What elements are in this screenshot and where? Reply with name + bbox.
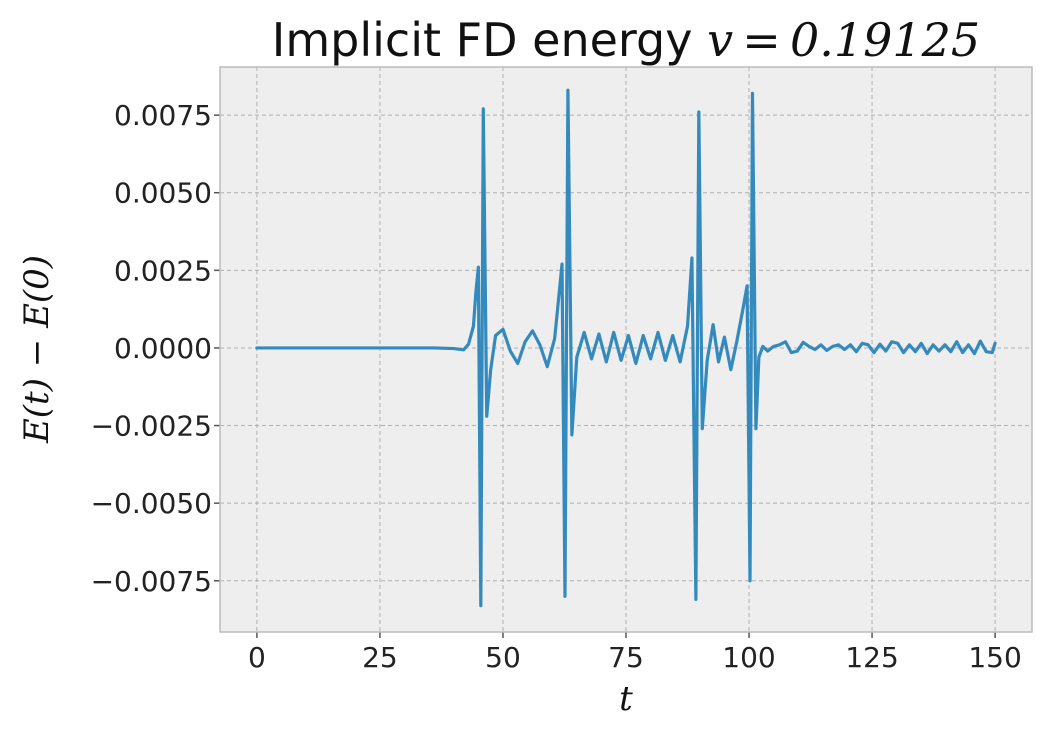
y-tick-label: −0.0050 — [91, 487, 212, 520]
x-axis-label: t — [619, 679, 633, 719]
y-tick-label: 0.0075 — [114, 99, 212, 132]
plot-frame — [219, 66, 1033, 633]
x-tick-label: 25 — [362, 641, 398, 674]
y-tick-label: 0.0025 — [114, 254, 212, 287]
y-tick-label: 0.0050 — [114, 177, 212, 210]
y-tick-label: −0.0075 — [91, 565, 212, 598]
x-tick-label: 75 — [608, 641, 644, 674]
y-axis-label: E(t) − E(0) — [17, 255, 57, 444]
tick-marks — [214, 114, 996, 638]
x-tick-label: 125 — [845, 641, 898, 674]
y-tick-label: −0.0025 — [91, 410, 212, 443]
y-tick-label: 0.0000 — [114, 332, 212, 365]
y-tick-labels: −0.0075 −0.0050 −0.0025 0.0000 0.0025 0.0050 0… — [91, 99, 212, 598]
x-tick-label: 50 — [485, 641, 521, 674]
x-tick-label: 0 — [248, 641, 266, 674]
chart-title: Implicit FD energy v = 0.19125 — [272, 13, 980, 67]
chart-title-text: Implicit FD energy — [272, 13, 707, 67]
chart-title-math: v = 0.19125 — [707, 13, 980, 67]
x-tick-labels: 0 25 50 75 100 125 150 — [248, 641, 1022, 674]
x-tick-label: 150 — [968, 641, 1021, 674]
energy-series-line — [255, 88, 997, 608]
x-tick-label: 100 — [722, 641, 775, 674]
